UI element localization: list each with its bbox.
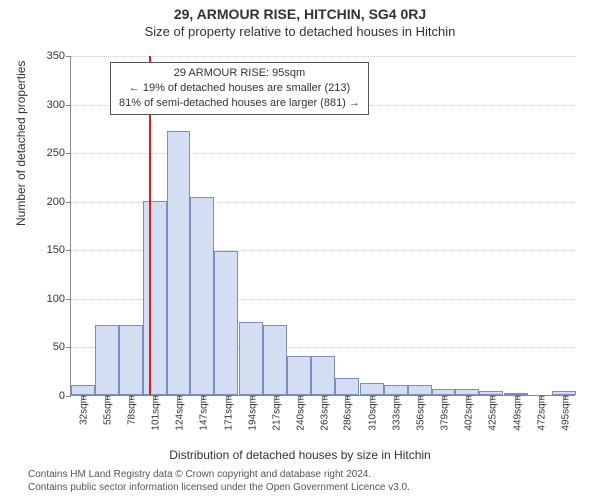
x-tick-label: 217sqm	[269, 395, 282, 431]
y-tick-label: 150	[47, 244, 71, 256]
y-tick-label: 100	[47, 293, 71, 305]
page-subtitle: Size of property relative to detached ho…	[0, 24, 600, 39]
y-tick-label: 0	[59, 390, 71, 402]
footer-line-1: Contains HM Land Registry data © Crown c…	[28, 468, 410, 481]
x-tick-label: 495sqm	[558, 395, 571, 431]
x-tick-label: 333sqm	[390, 395, 403, 431]
x-tick-label: 402sqm	[461, 395, 474, 431]
x-tick-label: 263sqm	[317, 395, 330, 431]
x-tick-label: 379sqm	[438, 395, 451, 431]
histogram-bar	[214, 251, 238, 395]
histogram-bar	[119, 325, 143, 395]
annotation-box: 29 ARMOUR RISE: 95sqm ← 19% of detached …	[110, 62, 369, 115]
y-axis-label: Number of detached properties	[14, 61, 28, 226]
histogram-bar	[335, 378, 359, 395]
chart-container: 29, ARMOUR RISE, HITCHIN, SG4 0RJ Size o…	[0, 0, 600, 500]
x-tick-label: 310sqm	[366, 395, 379, 431]
footer: Contains HM Land Registry data © Crown c…	[28, 468, 410, 494]
annotation-line-1: 29 ARMOUR RISE: 95sqm	[119, 66, 360, 81]
footer-line-2: Contains public sector information licen…	[28, 481, 410, 494]
x-tick-label: 78sqm	[125, 395, 138, 425]
histogram-bar	[384, 385, 408, 395]
y-tick-label: 300	[47, 99, 71, 111]
grid-line	[71, 56, 575, 57]
x-tick-label: 194sqm	[245, 395, 258, 431]
x-tick-label: 124sqm	[173, 395, 186, 431]
page-title: 29, ARMOUR RISE, HITCHIN, SG4 0RJ	[0, 0, 600, 22]
y-tick-label: 50	[53, 341, 71, 353]
x-tick-label: 101sqm	[149, 395, 162, 431]
annotation-line-3: 81% of semi-detached houses are larger (…	[119, 96, 360, 111]
histogram-bar	[95, 325, 119, 395]
histogram-bar	[408, 385, 432, 395]
histogram-bar	[143, 201, 167, 395]
chart-area: 05010015020025030035032sqm55sqm78sqm101s…	[70, 56, 575, 396]
x-tick-label: 240sqm	[293, 395, 306, 431]
histogram-bar	[311, 356, 335, 395]
histogram-bar	[167, 131, 191, 395]
y-tick-label: 200	[47, 196, 71, 208]
x-tick-label: 472sqm	[534, 395, 547, 431]
histogram-bar	[287, 356, 311, 395]
grid-line	[71, 153, 575, 154]
x-tick-label: 55sqm	[101, 395, 114, 425]
histogram-bar	[263, 325, 287, 395]
x-axis-label: Distribution of detached houses by size …	[0, 448, 600, 462]
x-tick-label: 286sqm	[341, 395, 354, 431]
x-tick-label: 147sqm	[196, 395, 209, 431]
y-tick-label: 250	[47, 147, 71, 159]
x-tick-label: 449sqm	[510, 395, 523, 431]
x-tick-label: 171sqm	[221, 395, 234, 431]
annotation-line-2: ← 19% of detached houses are smaller (21…	[119, 81, 360, 96]
y-tick-label: 350	[47, 50, 71, 62]
histogram-bar	[190, 197, 214, 395]
x-tick-label: 425sqm	[485, 395, 498, 431]
histogram-bar	[360, 383, 384, 395]
x-tick-label: 356sqm	[414, 395, 427, 431]
histogram-bar	[239, 322, 263, 395]
histogram-bar	[71, 385, 95, 395]
x-tick-label: 32sqm	[77, 395, 90, 425]
